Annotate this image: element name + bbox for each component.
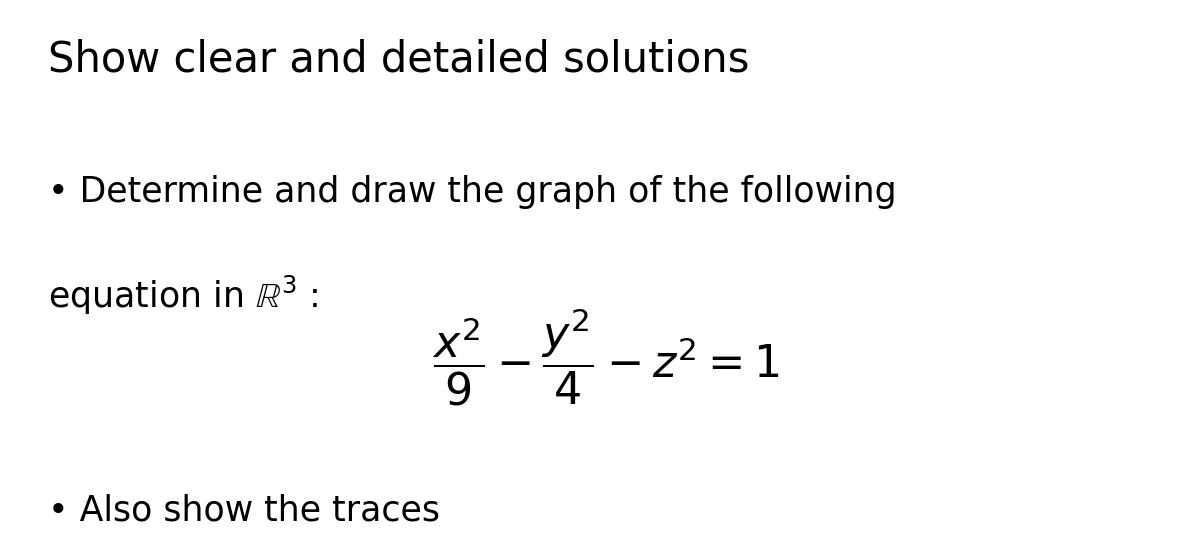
Text: • Also show the traces: • Also show the traces bbox=[48, 493, 440, 527]
Text: • Determine and draw the graph of the following: • Determine and draw the graph of the fo… bbox=[48, 175, 896, 209]
Text: $\dfrac{x^2}{9} - \dfrac{y^2}{4} - z^2 = 1$: $\dfrac{x^2}{9} - \dfrac{y^2}{4} - z^2 =… bbox=[432, 307, 779, 408]
Text: Show clear and detailed solutions: Show clear and detailed solutions bbox=[48, 38, 749, 81]
Text: equation in $\mathbb{R}^3$ :: equation in $\mathbb{R}^3$ : bbox=[48, 274, 318, 317]
